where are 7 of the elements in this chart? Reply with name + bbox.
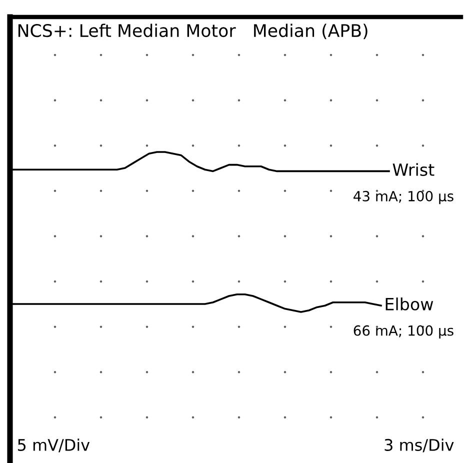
chart-title: NCS+: Left Median Motor Median (APB) <box>18 24 368 40</box>
text: 5 mV/Div <box>18 438 90 452</box>
annotation: 43 mA; 100 µs <box>354 190 454 204</box>
series-label: Wrist <box>392 163 434 176</box>
series-label: Elbow <box>386 298 434 310</box>
text: 66 mA; 100 µs <box>354 325 454 338</box>
text: 3 ms/Div <box>384 438 454 452</box>
